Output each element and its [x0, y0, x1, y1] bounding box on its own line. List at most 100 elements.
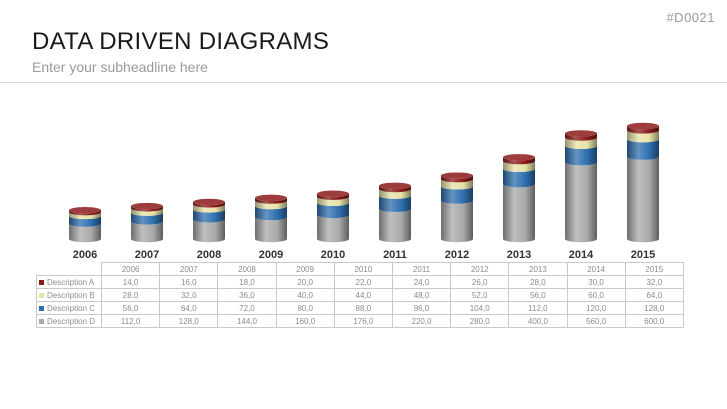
bar-segment-description-b-2008 [193, 204, 225, 213]
x-tick-label: 2008 [197, 249, 221, 261]
bar-segment-description-b-2014 [565, 137, 597, 149]
title-divider [0, 82, 727, 83]
table-cell: 72,0 [217, 301, 277, 315]
table-cell: 128,0 [159, 314, 219, 328]
bar-stack-2015 [627, 122, 659, 243]
bar-segment-description-b-2015 [627, 130, 659, 143]
table-cell: 16,0 [159, 275, 219, 289]
table-cell: 44,0 [333, 288, 393, 302]
bar-segment-description-a-2012 [441, 175, 473, 183]
legend-entry: Description D [47, 316, 96, 326]
table-row: Description B 28,0 32,0 36,0 40,0 44,0 48,0 52,… [36, 288, 684, 302]
table-cell: 36,0 [217, 288, 277, 302]
bar-segment-description-a-2015 [627, 126, 659, 134]
table-cell: 22,0 [333, 275, 393, 289]
table-cell: 112,0 [508, 301, 568, 315]
table-cell: 18,0 [217, 275, 277, 289]
page-title: DATA DRIVEN DIAGRAMS [32, 28, 330, 55]
legend-entry: Description C [47, 303, 96, 313]
bar-cap-2010 [317, 190, 349, 197]
table-row-label: Description D [36, 314, 102, 328]
table-cell: 40,0 [275, 288, 335, 302]
table-row: Description C 56,0 64,0 72,0 80,0 88,0 96,0 104… [36, 301, 684, 315]
table-cell: 400,0 [508, 314, 568, 328]
bar-segment-description-c-2012 [441, 186, 473, 204]
legend-entry: Description A [47, 277, 95, 287]
table-row-label: Description C [36, 301, 102, 315]
bar-stack-2012 [441, 172, 473, 243]
table-header-cell: 2006 [100, 262, 161, 276]
bar-segment-description-b-2009 [255, 200, 287, 210]
table-row-label: Description B [36, 288, 102, 302]
table-cell: 32,0 [624, 275, 684, 289]
table-cell: 144,0 [217, 314, 277, 328]
bar-stack-2014 [565, 130, 597, 243]
table-header-cell: 2011 [391, 262, 452, 276]
table-cell: 220,0 [391, 314, 452, 328]
bar-segment-description-a-2010 [317, 193, 349, 200]
legend-key-icon [39, 305, 44, 311]
bar-segment-description-d-2011 [379, 208, 411, 243]
table-cell: 88,0 [333, 301, 393, 315]
bar-segment-description-b-2010 [317, 196, 349, 206]
table-cell: 32,0 [159, 288, 219, 302]
table-cell: 28,0 [508, 275, 568, 289]
bar-segment-description-a-2011 [379, 185, 411, 193]
table-cell: 60,0 [566, 288, 626, 302]
table-row: Description D 112,0 128,0 144,0 160,0 176,0 22… [36, 314, 684, 328]
table-cell: 560,0 [566, 314, 626, 328]
table-header-cell: 2015 [624, 262, 684, 276]
x-tick-label: 2013 [507, 249, 531, 261]
table-cell: 104,0 [450, 301, 510, 315]
table-cell: 64,0 [159, 301, 219, 315]
bar-segment-description-a-2008 [193, 201, 225, 208]
bar-segment-description-d-2010 [317, 214, 349, 243]
bar-segment-description-d-2015 [627, 156, 659, 243]
bar-cap-2015 [627, 122, 659, 130]
bar-segment-description-c-2011 [379, 195, 411, 213]
bar-cap-2006 [69, 207, 101, 214]
x-tick-label: 2007 [135, 249, 159, 261]
bar-segment-description-d-2012 [441, 200, 473, 243]
x-tick-label: 2015 [631, 249, 655, 261]
table-cell: 56,0 [100, 301, 161, 315]
table-cell: 280,0 [450, 314, 510, 328]
table-header-row: 2006 2007 2008 2009 2010 2011 2012 2013 2014 2015 [37, 262, 684, 276]
table-cell: 48,0 [391, 288, 452, 302]
bar-stack-2011 [379, 182, 411, 243]
bar-segment-description-d-2008 [193, 219, 225, 243]
bar-segment-description-b-2007 [131, 208, 163, 216]
bar-segment-description-b-2011 [379, 189, 411, 199]
table-header-cell: 2010 [333, 262, 393, 276]
x-tick-label: 2010 [321, 249, 345, 261]
x-tick-label: 2006 [73, 249, 97, 261]
bar-cap-2009 [255, 194, 287, 202]
bar-segment-description-a-2009 [255, 197, 287, 204]
bar-stack-2006 [69, 207, 101, 243]
bar-segment-description-c-2010 [317, 202, 349, 219]
bar-stack-2008 [193, 198, 225, 243]
table-cell: 28,0 [100, 288, 161, 302]
bar-segment-description-b-2006 [69, 212, 101, 220]
x-tick-label: 2011 [383, 249, 407, 261]
bar-segment-description-a-2014 [565, 133, 597, 141]
legend-key-icon [39, 292, 44, 298]
bar-cap-2012 [441, 172, 473, 179]
slide-id: #D0021 [666, 10, 715, 25]
bar-segment-description-d-2013 [503, 184, 535, 243]
legend-key-icon [39, 279, 44, 285]
bar-segment-description-a-2007 [131, 206, 163, 212]
table-cell: 80,0 [275, 301, 335, 315]
bar-segment-description-c-2008 [193, 209, 225, 223]
bar-cap-2008 [193, 198, 225, 206]
bar-segment-description-b-2012 [441, 179, 473, 190]
table-header-cell: 2013 [508, 262, 568, 276]
bar-segment-description-c-2013 [503, 168, 535, 188]
table-header-cell: 2007 [159, 262, 219, 276]
legend-entry: Description B [47, 290, 95, 300]
table-cell: 14,0 [100, 275, 161, 289]
bar-segment-description-d-2009 [255, 217, 287, 243]
table-cell: 160,0 [275, 314, 335, 328]
table-body: Description A 14,0 16,0 18,0 20,0 22,0 24,0 26,… [36, 275, 684, 328]
